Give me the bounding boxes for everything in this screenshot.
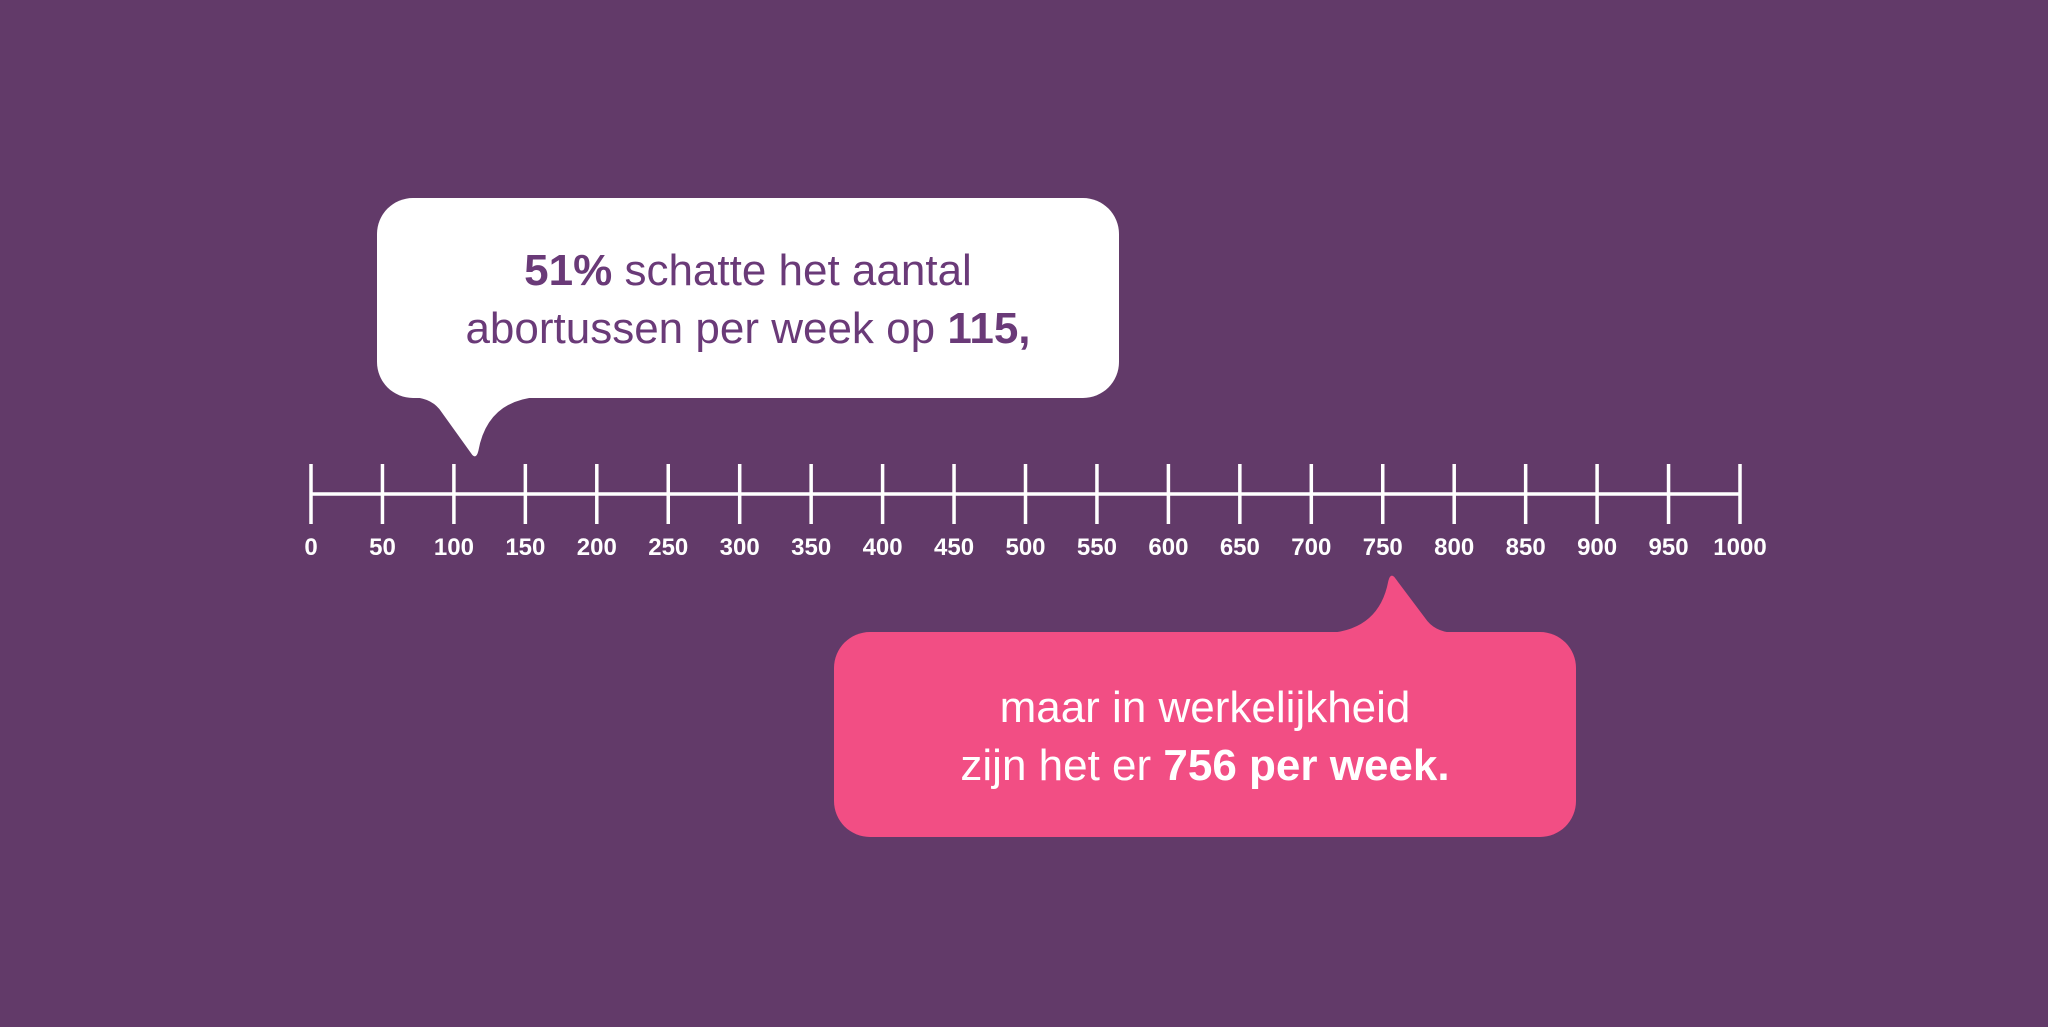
- callout-text: maar in werkelijkheid: [1000, 683, 1411, 732]
- x-tick-label: 250: [648, 534, 688, 561]
- x-tick-label: 900: [1577, 534, 1617, 561]
- x-tick-label: 150: [505, 534, 545, 561]
- x-tick-label: 50: [369, 534, 396, 561]
- callout-text-part: schatte het aantal: [612, 246, 972, 295]
- x-tick-label: 1000: [1713, 534, 1766, 561]
- x-tick-label: 200: [577, 534, 617, 561]
- x-tick-label: 850: [1506, 534, 1546, 561]
- x-tick-label: 100: [434, 534, 474, 561]
- x-tick-label: 300: [720, 534, 760, 561]
- callout-text: abortussen per week op 115,: [465, 304, 1030, 353]
- x-tick-label: 550: [1077, 534, 1117, 561]
- callout-text-part: maar in werkelijkheid: [1000, 683, 1411, 732]
- x-tick-label: 400: [863, 534, 903, 561]
- callout-pointer: [409, 397, 538, 457]
- x-tick-label: 350: [791, 534, 831, 561]
- callout-pointer: [1329, 575, 1458, 633]
- callout-text-bold: 756 per week.: [1163, 741, 1449, 790]
- callout-box: [377, 198, 1119, 398]
- callout-box: [834, 632, 1576, 837]
- x-tick-label: 950: [1649, 534, 1689, 561]
- callout-text-part: zijn het er: [960, 741, 1163, 790]
- callout-text-part: abortussen per week op: [465, 304, 947, 353]
- callout-text-bold: 51%: [524, 246, 612, 295]
- callout-text: zijn het er 756 per week.: [960, 741, 1449, 790]
- x-tick-label: 700: [1291, 534, 1331, 561]
- x-tick-label: 800: [1434, 534, 1474, 561]
- x-tick-label: 650: [1220, 534, 1260, 561]
- callout-text: 51% schatte het aantal: [524, 246, 972, 295]
- x-tick-label: 500: [1005, 534, 1045, 561]
- x-tick-label: 0: [304, 534, 317, 561]
- x-tick-label: 750: [1363, 534, 1403, 561]
- callout-text-bold: 115,: [947, 304, 1030, 353]
- x-tick-label: 600: [1148, 534, 1188, 561]
- x-tick-label: 450: [934, 534, 974, 561]
